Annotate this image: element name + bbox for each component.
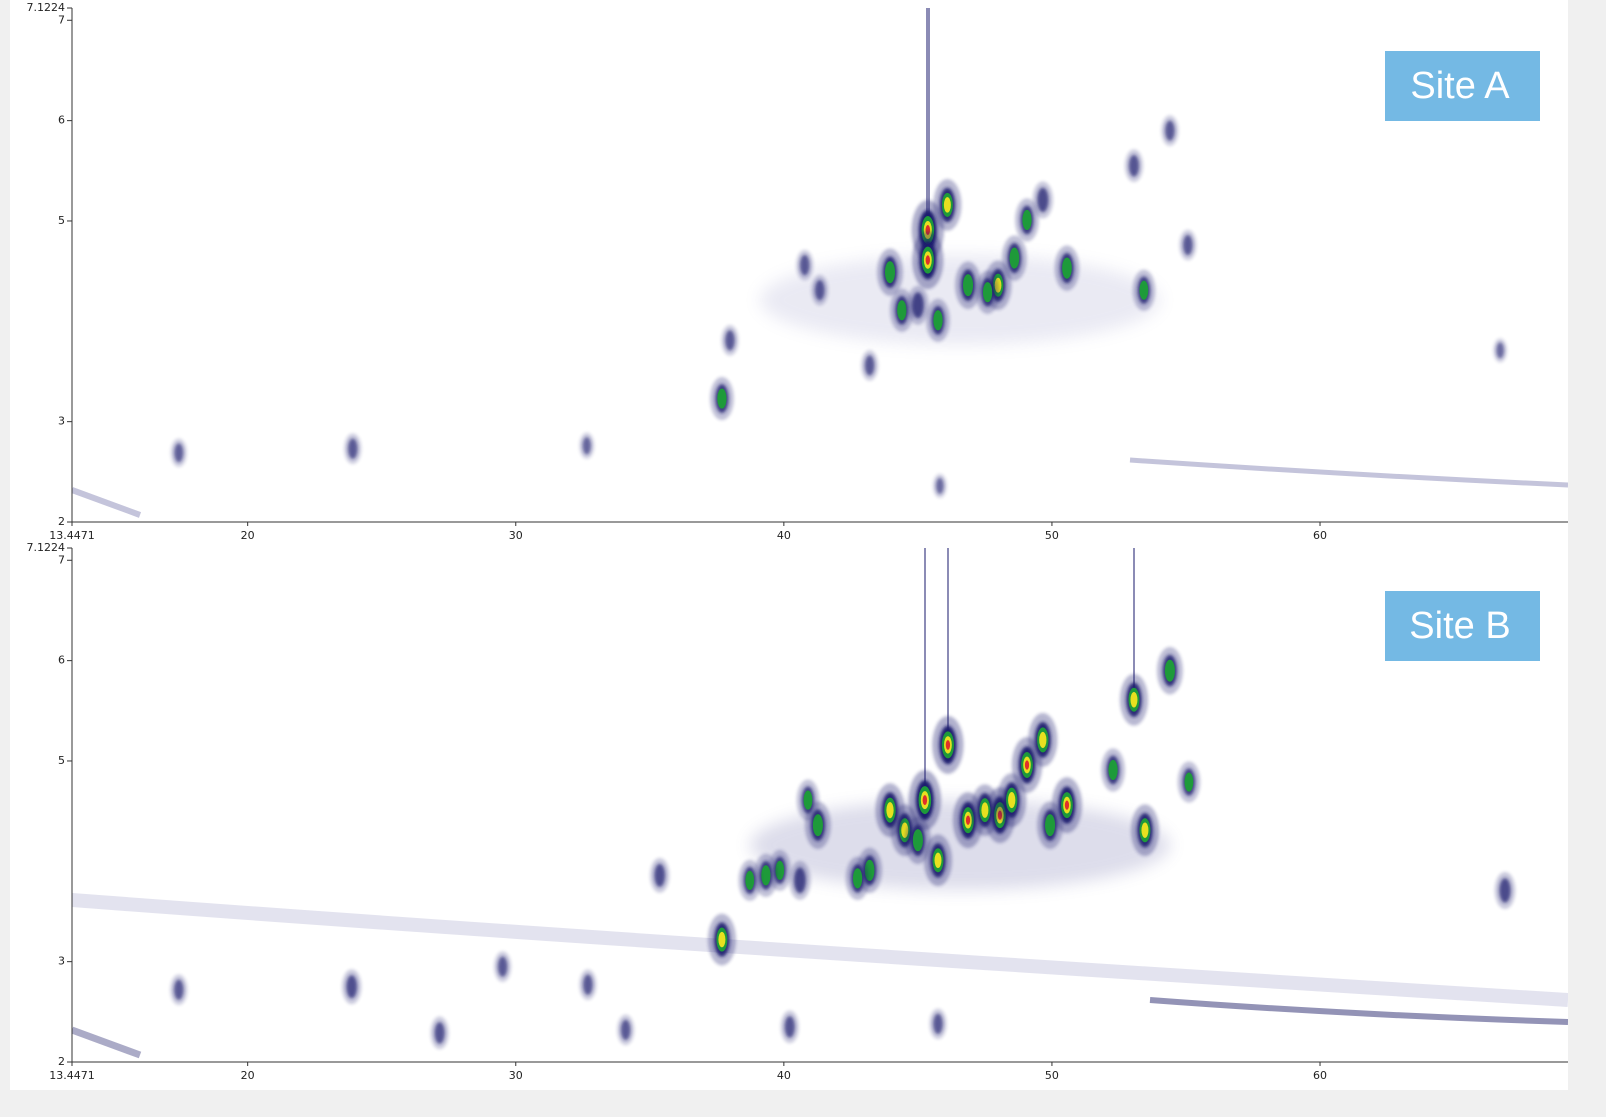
site-label: Site B bbox=[1409, 605, 1510, 647]
peak bbox=[173, 979, 184, 1000]
y-tick-label: 6 bbox=[58, 114, 65, 127]
panel-background bbox=[10, 0, 1568, 1090]
y-tick-label: 7 bbox=[58, 553, 65, 566]
peak-core bbox=[1008, 792, 1016, 809]
peak bbox=[793, 867, 806, 894]
peak bbox=[784, 1015, 795, 1038]
peak-core bbox=[933, 310, 943, 331]
peak bbox=[1037, 187, 1049, 213]
x-tick-label: 30 bbox=[509, 1069, 523, 1082]
peak bbox=[1165, 120, 1175, 141]
peak-core bbox=[1164, 659, 1175, 682]
peak bbox=[725, 330, 735, 351]
y-tick-label: 2 bbox=[58, 515, 65, 528]
plot-area bbox=[170, 115, 1508, 499]
peak-core bbox=[922, 795, 928, 806]
peak-core bbox=[884, 261, 896, 284]
peak-core bbox=[852, 868, 863, 889]
peak bbox=[174, 443, 184, 463]
peak-core bbox=[812, 814, 823, 837]
peak bbox=[497, 956, 508, 977]
site-label-box bbox=[1385, 591, 1540, 661]
peak-core bbox=[897, 300, 907, 321]
peak-core bbox=[1141, 822, 1149, 838]
peak-core bbox=[912, 829, 923, 852]
peak-core bbox=[943, 197, 951, 213]
peak-core bbox=[934, 852, 942, 869]
x-tick-label: 20 bbox=[241, 529, 255, 542]
peak bbox=[933, 1013, 943, 1035]
x-tick-label: 20 bbox=[241, 1069, 255, 1082]
x-tick-label: 40 bbox=[777, 1069, 791, 1082]
peak-core bbox=[1045, 814, 1056, 837]
x-tick-label: 13.4471 bbox=[49, 1069, 95, 1082]
peak-core bbox=[761, 865, 771, 886]
peak bbox=[799, 254, 810, 276]
peak bbox=[654, 863, 666, 887]
peak bbox=[1128, 154, 1140, 177]
y-tick-label: 6 bbox=[58, 654, 65, 667]
peak-core bbox=[965, 815, 971, 825]
peak-core bbox=[718, 931, 726, 948]
x-tick-label: 50 bbox=[1045, 1069, 1059, 1082]
peak bbox=[434, 1022, 445, 1044]
y-tick-label: 5 bbox=[58, 214, 65, 227]
peak-core bbox=[981, 802, 989, 818]
peak bbox=[814, 280, 825, 301]
peak bbox=[1496, 342, 1505, 359]
peak-core bbox=[886, 802, 894, 819]
peak-core bbox=[745, 870, 755, 890]
peak bbox=[911, 292, 924, 319]
peak-core bbox=[1184, 772, 1194, 792]
peak bbox=[1183, 234, 1193, 256]
peak bbox=[582, 436, 592, 455]
x-tick-label: 13.4471 bbox=[49, 529, 95, 542]
y-tick-label: 5 bbox=[58, 754, 65, 767]
y-tick-label: 7.1224 bbox=[27, 1, 66, 14]
peak-core bbox=[982, 282, 993, 303]
peak bbox=[347, 438, 358, 459]
peak bbox=[583, 974, 593, 995]
y-tick-label: 7.1224 bbox=[27, 541, 66, 554]
peak bbox=[864, 355, 875, 376]
peak-core bbox=[962, 274, 974, 297]
peak-core bbox=[1139, 280, 1149, 300]
x-tick-label: 60 bbox=[1313, 1069, 1327, 1082]
y-tick-label: 3 bbox=[58, 955, 65, 968]
peak bbox=[620, 1019, 631, 1041]
peak-core bbox=[1130, 692, 1138, 708]
peak-core bbox=[945, 740, 951, 750]
plot-area bbox=[170, 646, 1516, 1050]
x-tick-label: 60 bbox=[1313, 529, 1327, 542]
peak-core bbox=[1064, 800, 1070, 810]
peak-core bbox=[717, 388, 727, 409]
peak bbox=[935, 477, 944, 494]
y-tick-label: 7 bbox=[58, 13, 65, 26]
peak-core bbox=[1108, 759, 1118, 781]
x-tick-label: 30 bbox=[509, 529, 523, 542]
peak-core bbox=[1022, 209, 1032, 231]
peak-core bbox=[1009, 247, 1020, 269]
y-tick-label: 2 bbox=[58, 1055, 65, 1068]
site-label-box bbox=[1385, 51, 1540, 121]
x-tick-label: 50 bbox=[1045, 529, 1059, 542]
peak-core bbox=[925, 255, 930, 265]
peak-core bbox=[1039, 731, 1047, 748]
peak-core bbox=[803, 790, 813, 810]
peak-core bbox=[1024, 760, 1030, 770]
x-tick-label: 40 bbox=[777, 529, 791, 542]
peak bbox=[1499, 878, 1511, 903]
peak-core bbox=[1062, 257, 1072, 279]
site-label: Site A bbox=[1410, 65, 1510, 107]
peak bbox=[346, 975, 358, 999]
y-tick-label: 3 bbox=[58, 415, 65, 428]
